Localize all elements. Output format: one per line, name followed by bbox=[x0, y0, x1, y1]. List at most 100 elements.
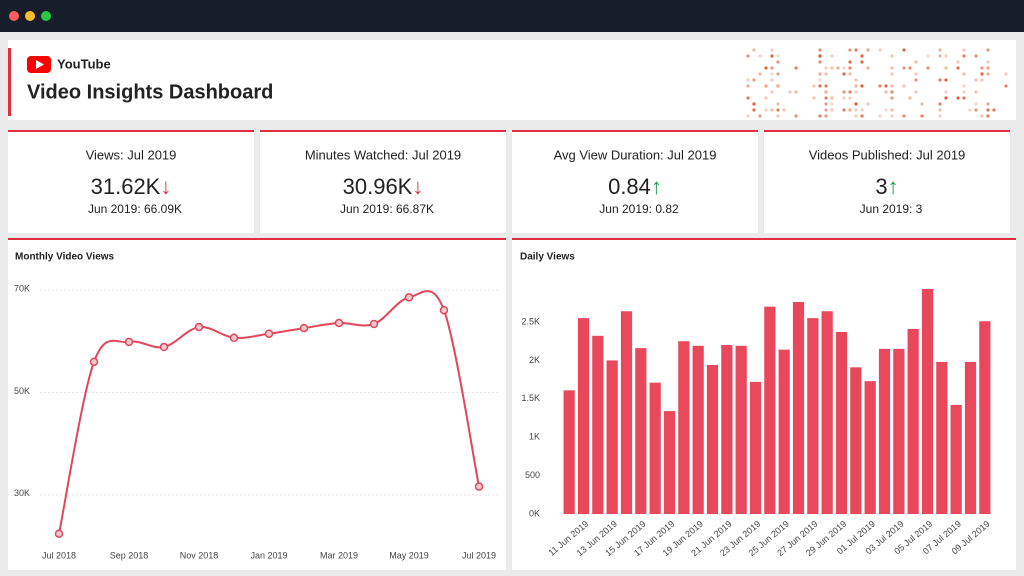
decor-dot bbox=[830, 102, 834, 106]
point bbox=[194, 322, 204, 332]
point bbox=[474, 482, 484, 491]
decor-dot bbox=[848, 96, 852, 100]
decor-dot bbox=[890, 108, 894, 112]
bar bbox=[979, 321, 991, 514]
header-card bbox=[8, 40, 1016, 120]
decor-dot bbox=[848, 66, 852, 70]
kpi-value: 31.62K↓ bbox=[91, 174, 172, 199]
decor-dot bbox=[776, 54, 780, 58]
kpi-arrow: ↑ bbox=[888, 174, 899, 199]
y-tick-label: 2.5K bbox=[521, 316, 540, 326]
decor-dot bbox=[830, 96, 834, 100]
card-accent bbox=[512, 238, 1016, 240]
decor-dot bbox=[848, 90, 852, 94]
decor-dot bbox=[944, 54, 948, 58]
point bbox=[299, 323, 309, 333]
decor-dot bbox=[782, 108, 786, 112]
decor-dot bbox=[824, 108, 828, 112]
decor-dot bbox=[890, 54, 894, 58]
decor-dot bbox=[824, 90, 828, 94]
kpi-number: 30.96K bbox=[343, 174, 413, 199]
youtube-play bbox=[36, 60, 44, 69]
decor-dot bbox=[938, 54, 942, 58]
kpi-accent bbox=[764, 130, 1010, 132]
chart-title: Monthly Video Views bbox=[15, 252, 115, 263]
decor-dot bbox=[824, 102, 828, 106]
decor-dot bbox=[938, 48, 942, 52]
decor-dot bbox=[854, 48, 858, 52]
decor-dot bbox=[890, 72, 894, 76]
decor-dot bbox=[770, 108, 774, 112]
bar bbox=[936, 361, 948, 514]
window-maximize[interactable] bbox=[41, 11, 51, 21]
bar bbox=[792, 302, 805, 514]
decor-dot bbox=[842, 108, 846, 112]
decor-dot bbox=[752, 102, 756, 106]
decor-dot bbox=[980, 114, 984, 118]
decor-dot bbox=[764, 108, 768, 112]
decor-dot bbox=[830, 108, 834, 112]
chart-title: Daily Views bbox=[520, 252, 575, 263]
bar bbox=[864, 381, 876, 514]
decor-dot bbox=[854, 84, 858, 88]
decor-dot bbox=[974, 102, 978, 106]
decor-dot bbox=[746, 114, 750, 118]
decor-dot bbox=[956, 60, 960, 64]
kpi-accent bbox=[260, 130, 506, 132]
brand: YouTube bbox=[57, 56, 111, 71]
kpi-number: 0.84 bbox=[608, 174, 651, 199]
decor-dot bbox=[746, 84, 750, 88]
decor-dot bbox=[956, 66, 960, 70]
decor-dot bbox=[956, 96, 960, 100]
kpi-previous: Jun 2019: 66.87K bbox=[340, 202, 434, 216]
bar bbox=[835, 331, 848, 514]
kpi-value: 3↑ bbox=[875, 174, 898, 199]
window-minimize[interactable] bbox=[25, 11, 35, 21]
x-tick-label: Nov 2018 bbox=[180, 550, 219, 560]
kpi-previous: Jun 2019: 66.09K bbox=[88, 202, 182, 216]
decor-dot bbox=[776, 108, 780, 112]
decor-dot bbox=[848, 72, 852, 76]
point bbox=[54, 529, 64, 538]
y-tick-label: 1.5K bbox=[521, 393, 540, 403]
x-tick-label: May 2019 bbox=[389, 550, 429, 560]
decor-dot bbox=[974, 90, 978, 94]
decor-dot bbox=[770, 78, 774, 82]
bar bbox=[635, 348, 647, 514]
decor-dot bbox=[812, 84, 816, 88]
decor-dot bbox=[842, 90, 846, 94]
decor-dot bbox=[764, 66, 768, 70]
decor-dot bbox=[746, 54, 750, 58]
bar bbox=[735, 345, 747, 514]
bar bbox=[893, 348, 905, 514]
decor-dot bbox=[1004, 72, 1008, 76]
decor-dot bbox=[860, 54, 864, 58]
decor-dot bbox=[986, 108, 990, 112]
decor-dot bbox=[926, 66, 930, 70]
decor-dot bbox=[830, 54, 834, 58]
decor-dot bbox=[926, 54, 930, 58]
decor-dot bbox=[770, 48, 774, 52]
decor-dot bbox=[878, 84, 882, 88]
card-accent bbox=[8, 238, 506, 240]
bar bbox=[850, 367, 862, 514]
decor-dot bbox=[974, 78, 978, 82]
kpi-number: 31.62K bbox=[91, 174, 161, 199]
decor-dot bbox=[962, 84, 966, 88]
point bbox=[404, 293, 414, 302]
decor-dot bbox=[962, 54, 966, 58]
bar bbox=[878, 348, 891, 514]
decor-dot bbox=[986, 60, 990, 64]
decor-dot bbox=[914, 60, 918, 64]
kpi-card bbox=[260, 130, 506, 233]
decor-dot bbox=[944, 90, 948, 94]
decor-dot bbox=[890, 66, 894, 70]
x-tick-label: Mar 2019 bbox=[320, 550, 358, 560]
decor-dot bbox=[848, 60, 852, 64]
window-close[interactable] bbox=[9, 11, 19, 21]
bar bbox=[577, 318, 590, 514]
decor-dot bbox=[848, 108, 852, 112]
bar bbox=[749, 381, 762, 514]
decor-dot bbox=[902, 66, 906, 70]
decor-dot bbox=[962, 48, 966, 52]
